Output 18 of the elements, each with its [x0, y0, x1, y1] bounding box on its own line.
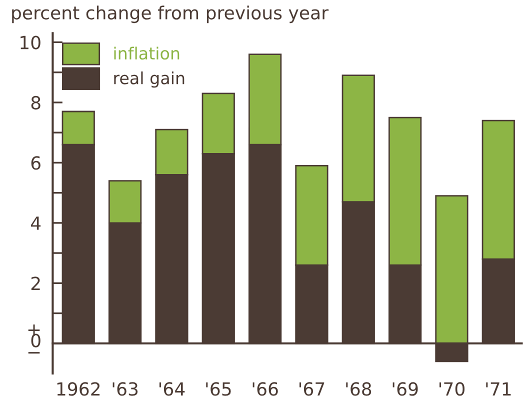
x-tick-label: '67 [299, 382, 324, 396]
chart-title: percent change from previous year [12, 6, 329, 24]
x-tick-label: '65 [206, 382, 231, 396]
y-tick-label: 4 [30, 216, 41, 230]
x-tick-label: 1962 [57, 382, 100, 396]
legend-label: real gain [114, 71, 184, 88]
x-tick-label: '66 [252, 382, 278, 396]
x-tick-label: '71 [486, 382, 511, 396]
y-tick-label: 2 [31, 276, 40, 290]
x-tick-label: '68 [346, 382, 372, 396]
y-tick-label: 6 [31, 156, 40, 170]
y-tick-label: 8 [31, 96, 40, 110]
x-tick-label: '69 [392, 382, 418, 396]
x-tick-label: '70 [439, 382, 464, 396]
x-tick-label: '63 [112, 382, 138, 396]
legend-label: inflation [114, 46, 180, 60]
y-tick-label: 10 [20, 36, 40, 50]
x-tick-label: '64 [159, 382, 185, 396]
